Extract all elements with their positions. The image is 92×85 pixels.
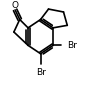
Text: Br: Br	[67, 41, 77, 50]
Text: O: O	[12, 1, 19, 10]
Text: Br: Br	[36, 68, 46, 77]
